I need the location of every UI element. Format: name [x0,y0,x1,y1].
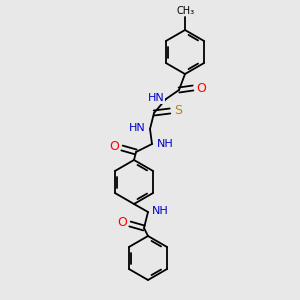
Text: NH: NH [152,206,168,216]
Text: HN: HN [129,123,146,133]
Text: HN: HN [148,93,164,103]
Text: S: S [174,104,182,118]
Text: O: O [117,217,127,230]
Text: CH₃: CH₃ [177,6,195,16]
Text: O: O [109,140,119,154]
Text: NH: NH [157,139,173,149]
Text: O: O [196,82,206,94]
